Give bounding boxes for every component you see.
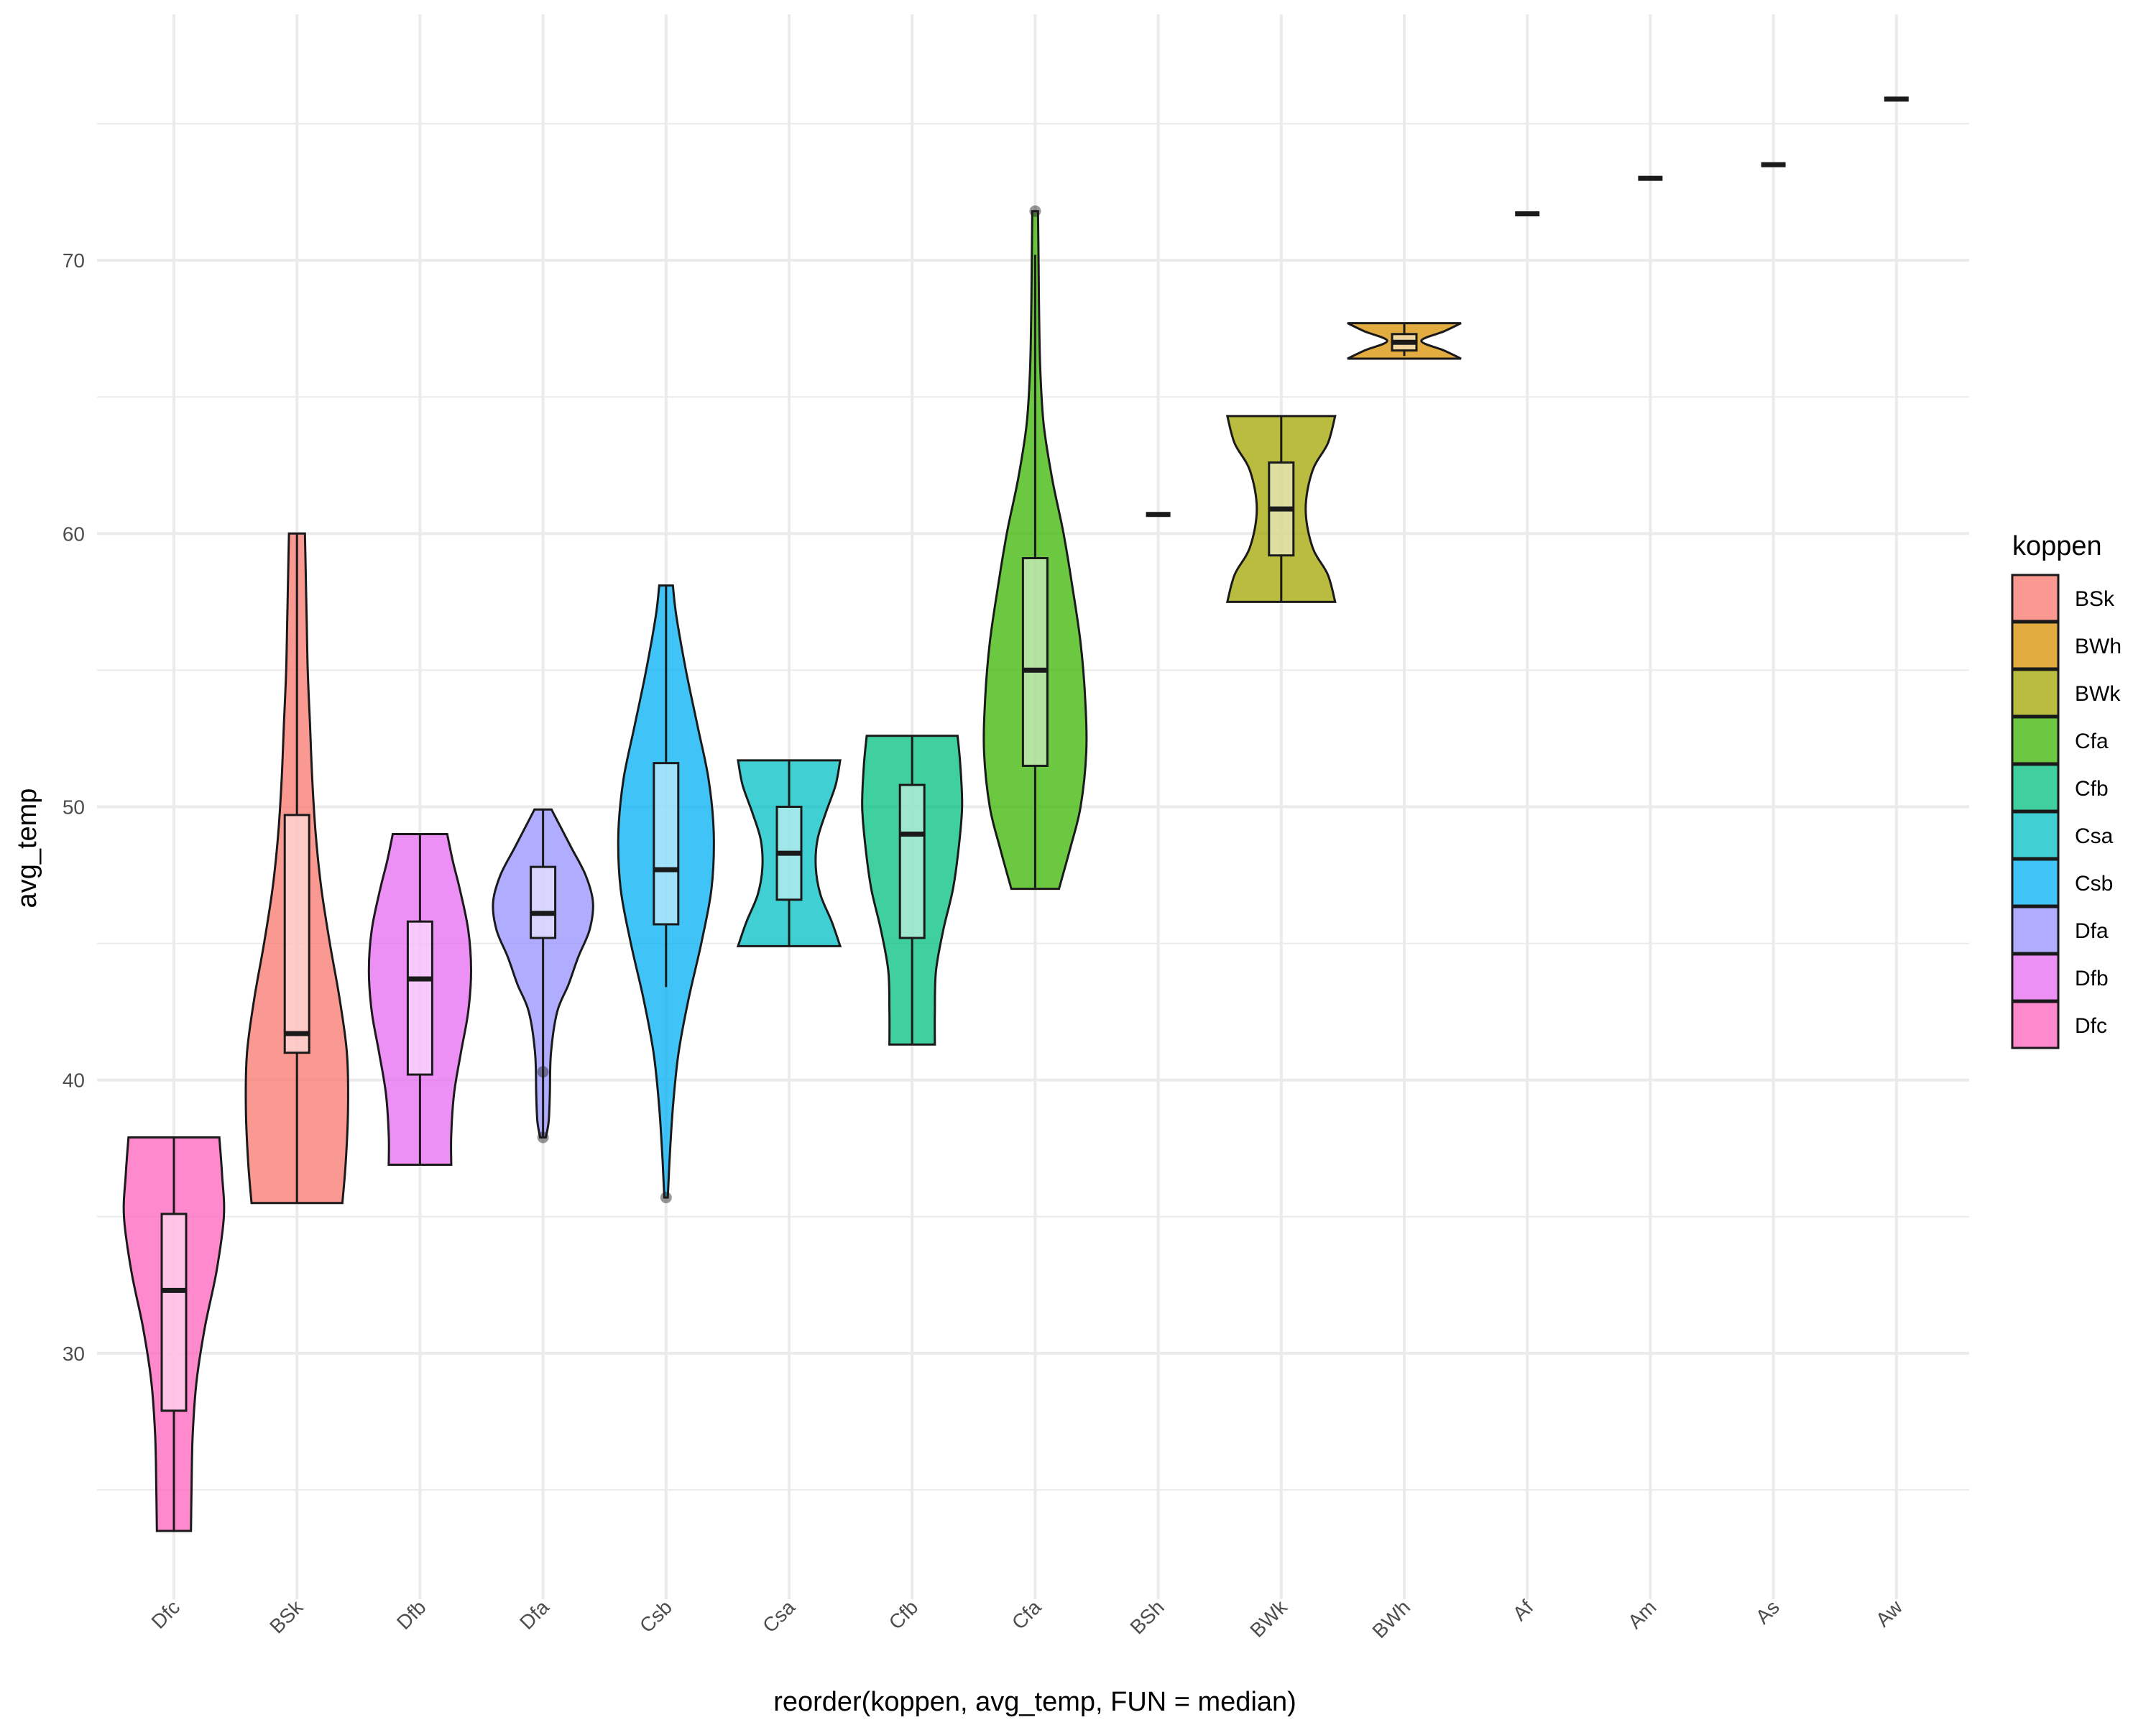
- outlier-Csb: [660, 1192, 672, 1204]
- legend-key-BSk: [2011, 574, 2060, 622]
- legend-key-Dfb: [2011, 953, 2060, 1002]
- y-tick-label: 30: [63, 1343, 85, 1365]
- legend-label-Cfb: Cfb: [2075, 777, 2109, 801]
- legend-label-BWh: BWh: [2075, 635, 2122, 658]
- legend-key-Cfb: [2011, 763, 2060, 812]
- x-tick-label: Aw: [1871, 1596, 1907, 1632]
- box-Dfa: [530, 865, 557, 939]
- box-Dfb: [406, 920, 433, 1076]
- x-tick-label: BSh: [1125, 1596, 1168, 1638]
- x-tick-label: Csb: [635, 1596, 676, 1637]
- legend-key-Csa: [2011, 811, 2060, 860]
- legend-key-BWh: [2011, 621, 2060, 670]
- legend-label-BWk: BWk: [2075, 682, 2121, 706]
- x-tick-label: Csa: [758, 1596, 799, 1637]
- x-tick-label: Am: [1623, 1596, 1661, 1633]
- legend-label-Csa: Csa: [2075, 824, 2114, 848]
- legend-label-BSk: BSk: [2075, 587, 2115, 611]
- legend-label-Dfa: Dfa: [2075, 919, 2109, 943]
- y-tick-label: 50: [63, 796, 85, 819]
- legend-key-Cfa: [2011, 716, 2060, 765]
- x-tick-label: Cfa: [1008, 1596, 1046, 1634]
- legend: koppen BSk BWh BWk Cfa Cfb Csa Csb Dfa Dfb Dfc: [2011, 531, 2122, 1049]
- x-axis-ticks: Dfc BSk Dfb Dfa Csb Csa Cfb Cfa BSh BWk BWh Af Am As A…: [147, 1596, 1907, 1643]
- x-tick-label: Cfb: [885, 1596, 923, 1634]
- x-tick-label: BWh: [1368, 1596, 1414, 1642]
- outlier-Dfa: [537, 1131, 549, 1144]
- legend-key-Dfc: [2011, 1000, 2060, 1049]
- x-tick-label: BWk: [1245, 1596, 1291, 1642]
- legend-items: BSk BWh BWk Cfa Cfb Csa Csb Dfa Dfb Dfc: [2011, 574, 2122, 1049]
- x-tick-label: Dfb: [392, 1596, 430, 1634]
- box-BSk: [283, 814, 310, 1054]
- legend-label-Csb: Csb: [2075, 872, 2113, 896]
- y-tick-label: 40: [63, 1070, 85, 1092]
- box-Cfa: [1021, 557, 1049, 767]
- legend-label-Cfa: Cfa: [2075, 730, 2109, 753]
- y-axis-ticks: 30 40 50 60 70: [63, 249, 85, 1365]
- legend-key-Csb: [2011, 858, 2060, 907]
- y-tick-label: 60: [63, 523, 85, 545]
- x-axis-title: reorder(koppen, avg_temp, FUN = median): [773, 1687, 1296, 1717]
- legend-key-Dfa: [2011, 906, 2060, 954]
- box-Cfb: [898, 783, 926, 939]
- legend-label-Dfc: Dfc: [2075, 1014, 2107, 1038]
- outlier-Cfa: [1029, 205, 1041, 217]
- x-tick-label: BSk: [265, 1596, 308, 1638]
- x-tick-label: Dfa: [515, 1596, 553, 1634]
- boxplot-layer: [160, 96, 1909, 1531]
- outlier-Dfa: [537, 1066, 549, 1078]
- x-tick-label: As: [1751, 1596, 1784, 1628]
- box-Dfc: [160, 1213, 188, 1412]
- legend-key-BWk: [2011, 668, 2060, 717]
- x-tick-label: Dfc: [147, 1596, 185, 1633]
- legend-label-Dfb: Dfb: [2075, 967, 2109, 990]
- y-axis-title: avg_temp: [12, 788, 42, 908]
- y-tick-label: 70: [63, 249, 85, 272]
- legend-title: koppen: [2012, 531, 2102, 561]
- x-tick-label: Af: [1508, 1596, 1538, 1625]
- box-Csb: [653, 762, 680, 926]
